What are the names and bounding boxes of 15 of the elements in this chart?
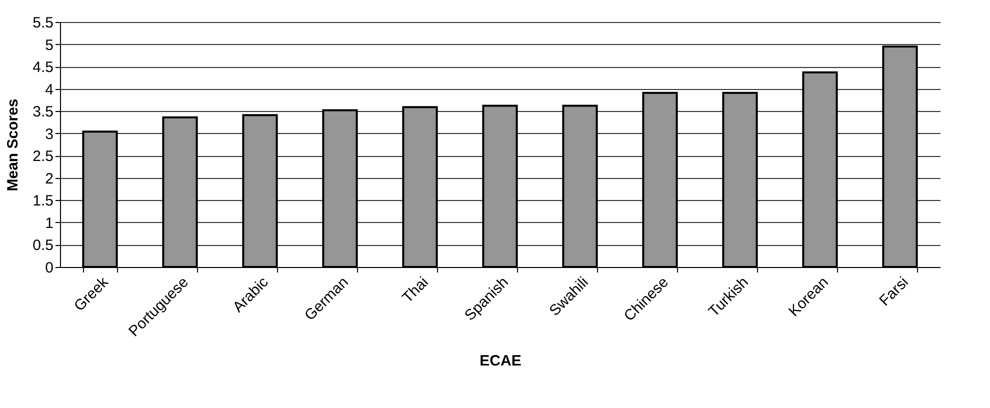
y-tick-label: 4.5	[32, 59, 54, 76]
y-tick-label: 1.5	[32, 192, 54, 210]
y-axis-title: Mean Scores	[4, 98, 22, 192]
y-tick-label: 4	[45, 81, 54, 98]
y-tick-label: 5	[45, 36, 54, 54]
y-tick-label: 2	[45, 170, 54, 188]
y-tick-label: 3	[45, 126, 54, 143]
y-tick-label: 0.5	[32, 237, 54, 254]
y-tick-label: 3.5	[32, 104, 54, 121]
y-tick-label: 1	[45, 214, 54, 232]
y-tick-label: 0	[45, 260, 54, 276]
y-tick-label: 5.5	[32, 14, 54, 32]
x-axis-title: ECAE	[480, 352, 522, 370]
x-tick-label: Thai	[399, 274, 432, 306]
y-tick-label: 2.5	[32, 148, 54, 166]
